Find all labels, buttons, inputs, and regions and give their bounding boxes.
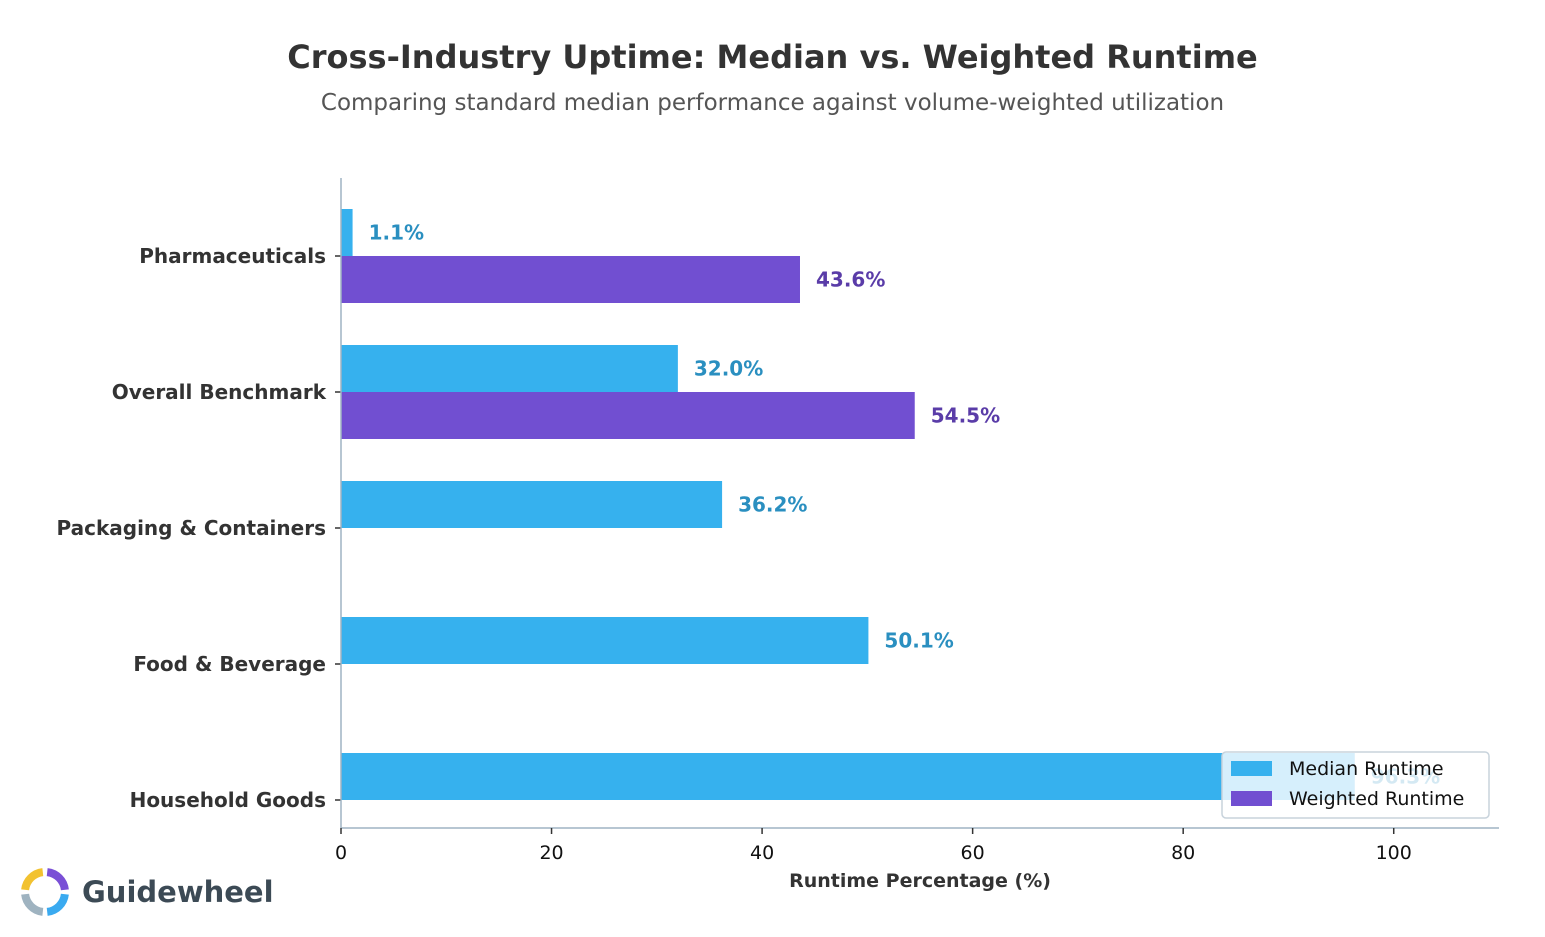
bar-median-household-goods (341, 753, 1355, 800)
bar-median-overall-benchmark (341, 345, 678, 392)
y-tick-label-pharmaceuticals: Pharmaceuticals (139, 244, 326, 268)
legend-swatch-weighted-runtime (1231, 791, 1272, 806)
chart-subtitle: Comparing standard median performance ag… (320, 90, 1225, 116)
value-label-median-pharmaceuticals: 1.1% (369, 221, 424, 245)
x-tick-label-20: 20 (539, 842, 563, 864)
logo-ring-segment (46, 868, 69, 891)
legend-swatch-median-runtime (1231, 761, 1272, 776)
bar-weighted-pharmaceuticals (341, 256, 800, 303)
legend: Median Runtime Weighted Runtime (1221, 751, 1490, 819)
y-tick-label-overall-benchmark: Overall Benchmark (112, 380, 327, 404)
x-tick-label-60: 60 (961, 842, 985, 864)
value-label-median-packaging-containers: 36.2% (738, 493, 807, 517)
bar-median-packaging-containers (341, 481, 723, 528)
bar-median-food-beverage (341, 617, 869, 664)
value-label-weighted-overall-benchmark: 54.5% (931, 404, 1000, 428)
logo-ring-segment (46, 893, 69, 916)
legend-box (1221, 751, 1490, 819)
y-tick-label-packaging-containers: Packaging & Containers (56, 516, 326, 540)
logo-ring-segment (21, 893, 44, 916)
x-tick-label-100: 100 (1376, 842, 1412, 864)
y-tick-label-food-beverage: Food & Beverage (133, 652, 326, 676)
logo-ring-segment (21, 868, 44, 891)
logo-text: Guidewheel (82, 875, 274, 909)
guidewheel-logo: Guidewheel (20, 867, 274, 917)
x-tick-label-80: 80 (1171, 842, 1195, 864)
x-tick-label-40: 40 (750, 842, 774, 864)
value-label-median-overall-benchmark: 32.0% (694, 357, 763, 381)
bar-weighted-overall-benchmark (341, 392, 915, 439)
legend-label-median-runtime: Median Runtime (1289, 758, 1444, 780)
y-tick-label-household-goods: Household Goods (130, 788, 326, 812)
bars-layer (341, 209, 1355, 800)
axes-layer: Pharmaceuticals Overall Benchmark Packagin… (56, 178, 1499, 892)
x-tick-label-0: 0 (335, 842, 347, 864)
value-label-median-food-beverage: 50.1% (884, 629, 953, 653)
guidewheel-ring-icon (21, 868, 69, 916)
x-axis-title: Runtime Percentage (%) (789, 870, 1051, 892)
chart-title: Cross-Industry Uptime: Median vs. Weight… (287, 38, 1258, 76)
value-label-weighted-pharmaceuticals: 43.6% (816, 268, 885, 292)
bar-median-pharmaceuticals (341, 209, 353, 256)
legend-label-weighted-runtime: Weighted Runtime (1289, 788, 1464, 810)
